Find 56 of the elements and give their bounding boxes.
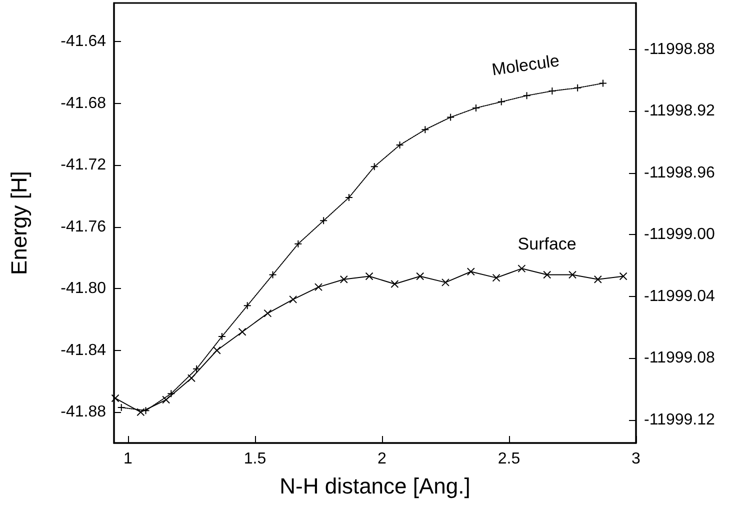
- point: [212, 346, 221, 354]
- y2-tick-label: -11999.12: [644, 411, 715, 428]
- y-tick-label: -41.88: [60, 404, 106, 421]
- point: [416, 272, 424, 280]
- point: [594, 275, 602, 284]
- point: [289, 295, 298, 304]
- y2-tick-label: -11998.88: [644, 40, 715, 58]
- x-tick-label: 3: [632, 450, 641, 468]
- point: [522, 92, 531, 100]
- x-tick-label: 2: [378, 450, 387, 468]
- point: [497, 98, 506, 106]
- point: [365, 272, 374, 280]
- y-axis-title: Energy [H]: [6, 171, 32, 275]
- point: [421, 126, 430, 134]
- y-tick-label: -41.72: [60, 156, 106, 174]
- point: [370, 162, 378, 171]
- point: [574, 84, 582, 92]
- point: [619, 272, 628, 280]
- point: [238, 328, 246, 336]
- point: [243, 302, 252, 310]
- x-tick-label: 2.5: [498, 450, 520, 468]
- point: [340, 275, 348, 284]
- y2-tick-label: -11999.00: [644, 226, 715, 244]
- point: [466, 268, 475, 276]
- y2-tick-label: -11998.96: [644, 164, 715, 182]
- point: [390, 280, 399, 288]
- y-tick-label: -41.84: [60, 342, 106, 359]
- y-tick-label: -41.68: [60, 94, 106, 112]
- point: [136, 408, 145, 416]
- x-tick-label: 1.5: [244, 450, 266, 468]
- point: [192, 364, 201, 373]
- point: [598, 79, 607, 88]
- point: [187, 374, 196, 382]
- point: [294, 240, 302, 248]
- y2-tick-label: -11999.08: [644, 350, 715, 367]
- point: [111, 394, 120, 402]
- point: [162, 396, 170, 404]
- point: [320, 216, 328, 225]
- y2-tick-label: -11998.92: [644, 102, 715, 120]
- point: [441, 278, 450, 286]
- y-tick-label: -41.64: [60, 33, 106, 50]
- y-tick-label: -41.80: [60, 280, 106, 298]
- x-axis-title: N-H distance [Ang.]: [280, 474, 470, 498]
- x-tick-label: 1: [124, 450, 133, 468]
- text: Molecule: [490, 51, 561, 80]
- point: [268, 270, 277, 279]
- y-tick-label: -41.76: [60, 218, 106, 236]
- point: [492, 274, 500, 282]
- point: [518, 264, 526, 273]
- y2-tick-label: -11999.04: [644, 288, 715, 305]
- point: [314, 283, 322, 292]
- point: [568, 270, 576, 279]
- series-label: Surface: [518, 234, 576, 254]
- point: [264, 309, 272, 318]
- point: [543, 270, 552, 279]
- point: [446, 113, 455, 122]
